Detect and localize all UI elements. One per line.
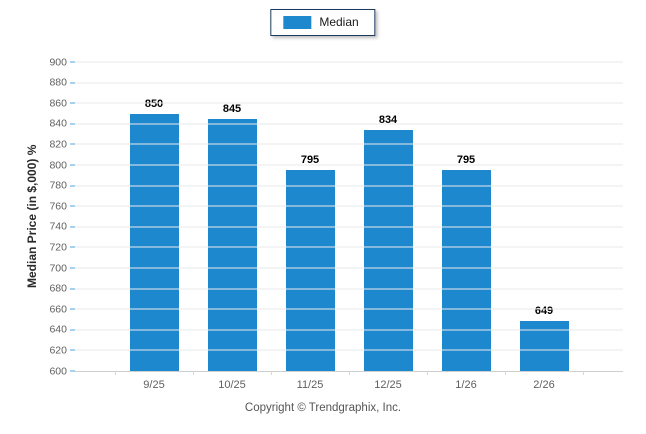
gridline — [75, 205, 623, 207]
y-tick-label: 760 — [49, 199, 67, 212]
y-axis-tick — [70, 287, 75, 290]
bar-value-label: 649 — [534, 304, 554, 317]
x-tick-label: 1/26 — [455, 379, 477, 391]
bar-value-label: 795 — [456, 154, 476, 167]
y-axis-labels: 600 620 640 660 680 700 720 740 760 780 800 820 840 8… — [0, 57, 67, 376]
gridline — [75, 246, 623, 248]
gridline — [75, 349, 623, 351]
y-axis-tick — [70, 370, 75, 372]
x-axis-tick — [583, 371, 584, 375]
bar: 649 — [519, 305, 569, 371]
y-tick-label: 800 — [49, 158, 67, 171]
y-tick-label: 600 — [49, 364, 67, 377]
x-axis-tick — [270, 371, 272, 375]
y-axis-tick — [70, 61, 75, 63]
y-axis-tick — [70, 184, 75, 187]
y-tick-label: 880 — [49, 76, 67, 89]
x-tick-label: 10/25 — [218, 379, 246, 391]
bar-cell: 845 — [193, 62, 271, 371]
y-axis-tick — [70, 308, 75, 311]
bar-value-label: 834 — [378, 113, 398, 126]
y-axis-tick — [70, 267, 75, 269]
y-tick-label: 700 — [49, 261, 67, 274]
bar-cell: 795 — [427, 62, 505, 371]
plot-area: 850 845 795 834 795 649 — [70, 61, 623, 375]
x-tick-label: 2/26 — [533, 379, 555, 391]
y-axis-tick — [70, 328, 75, 331]
y-tick-label: 720 — [49, 241, 67, 254]
gridline — [75, 123, 623, 125]
copyright-text: Copyright © Trendgraphix, Inc. — [244, 402, 402, 414]
bar-cell: 834 — [349, 62, 427, 371]
y-tick-label: 860 — [49, 96, 67, 109]
x-tick-label: 9/25 — [143, 379, 165, 391]
x-axis-tick — [349, 371, 350, 375]
gridline — [75, 143, 623, 145]
bars-row: 850 845 795 834 795 649 — [75, 62, 623, 371]
gridline — [75, 288, 623, 290]
bar: 845 — [207, 103, 257, 371]
y-axis-tick — [70, 205, 75, 208]
y-tick-label: 620 — [49, 344, 67, 357]
gridline — [75, 308, 623, 310]
bar-value-label: 795 — [300, 154, 320, 167]
legend-label: Median — [319, 15, 359, 29]
y-tick-label: 780 — [49, 179, 67, 192]
bar-value-label: 845 — [222, 102, 242, 115]
x-axis-labels: 9/25 10/25 11/25 12/25 1/26 2/26 — [75, 372, 623, 391]
x-axis-tick — [192, 371, 194, 375]
bar: 795 — [285, 154, 335, 371]
y-tick-label: 820 — [49, 138, 67, 151]
x-tick-label: 12/25 — [374, 379, 402, 391]
bar: 834 — [363, 114, 413, 371]
y-axis-tick — [70, 81, 75, 84]
y-tick-label: 740 — [49, 220, 67, 233]
bar-cell: 850 — [115, 62, 193, 371]
gridline — [75, 61, 623, 63]
x-axis-tick — [426, 371, 428, 375]
y-axis-tick — [70, 122, 75, 125]
x-axis-tick — [505, 371, 506, 375]
y-axis-tick — [70, 246, 75, 249]
y-tick-label: 640 — [49, 323, 67, 336]
y-axis-tick — [70, 164, 75, 166]
y-tick-label: 900 — [49, 55, 67, 68]
y-tick-label: 660 — [49, 302, 67, 315]
y-axis-tick — [70, 225, 75, 228]
legend-swatch — [283, 16, 312, 29]
bar-cell: 795 — [271, 62, 349, 371]
bar: 795 — [441, 154, 491, 371]
gridline — [75, 102, 623, 104]
y-tick-label: 840 — [49, 117, 67, 130]
gridline — [75, 267, 623, 269]
y-axis-tick — [70, 349, 75, 352]
gridline — [75, 164, 623, 166]
x-axis-tick — [115, 371, 116, 375]
gridline — [75, 226, 623, 228]
x-tick-label: 11/25 — [296, 379, 324, 391]
gridline — [75, 329, 623, 331]
y-tick-label: 680 — [49, 282, 67, 295]
y-axis-tick — [70, 143, 75, 146]
y-axis-tick — [70, 102, 75, 105]
bar-cell: 649 — [505, 62, 583, 371]
gridline — [75, 82, 623, 84]
legend: Median — [270, 9, 376, 36]
bar: 850 — [129, 98, 179, 371]
gridline — [75, 185, 623, 187]
